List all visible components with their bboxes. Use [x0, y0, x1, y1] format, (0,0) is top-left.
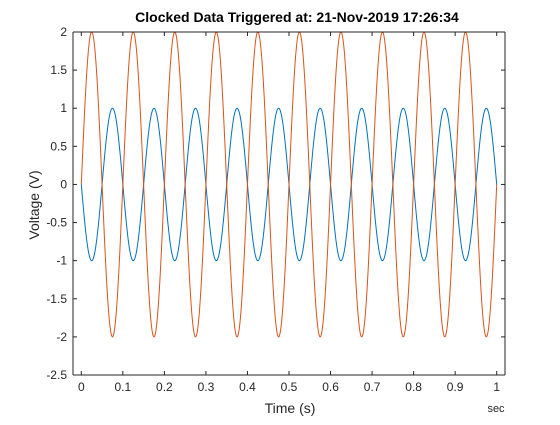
y-tick-label: -0.5	[46, 216, 67, 230]
x-tick-label: 0.2	[156, 380, 173, 394]
y-tick-label: -2	[56, 330, 67, 344]
y-tick-label: -1	[56, 254, 67, 268]
x-tick-label: 0.9	[447, 380, 464, 394]
x-axis-unit-label: sec	[487, 403, 505, 415]
y-tick-label: 0	[60, 177, 67, 191]
x-tick-label: 0.3	[198, 380, 215, 394]
y-tick-label: 1	[60, 101, 67, 115]
series-line-2	[80, 31, 498, 338]
y-tick-label: 0.5	[50, 139, 67, 153]
y-tick-label: -1.5	[46, 292, 67, 306]
y-tick-label: 1.5	[50, 63, 67, 77]
y-tick-label: -2.5	[46, 368, 67, 382]
x-tick-label: 0.8	[405, 380, 422, 394]
x-tick-label: 0.4	[239, 380, 256, 394]
y-axis-label: Voltage (V)	[26, 170, 42, 239]
x-tick-label: 0.5	[281, 380, 298, 394]
y-axis-ticks: 2 1.5 1 0.5 0 -0.5 -1 -1.5 -2 -2.5	[46, 25, 505, 382]
x-axis-ticks: 0 0.1 0.2 0.3 0.4 0.5 0.6 0.7 0.8 0.9 1	[78, 32, 500, 394]
y-tick-label: 2	[60, 25, 67, 39]
series-layer	[80, 31, 498, 338]
x-tick-label: 1	[493, 380, 500, 394]
plot-area	[73, 32, 505, 375]
chart-title: Clocked Data Triggered at: 21-Nov-2019 1…	[135, 9, 459, 25]
x-tick-label: 0.7	[364, 380, 381, 394]
x-tick-label: 0.1	[115, 380, 132, 394]
x-tick-label: 0.6	[322, 380, 339, 394]
x-axis-label: Time (s)	[265, 400, 316, 416]
x-tick-label: 0	[78, 380, 85, 394]
